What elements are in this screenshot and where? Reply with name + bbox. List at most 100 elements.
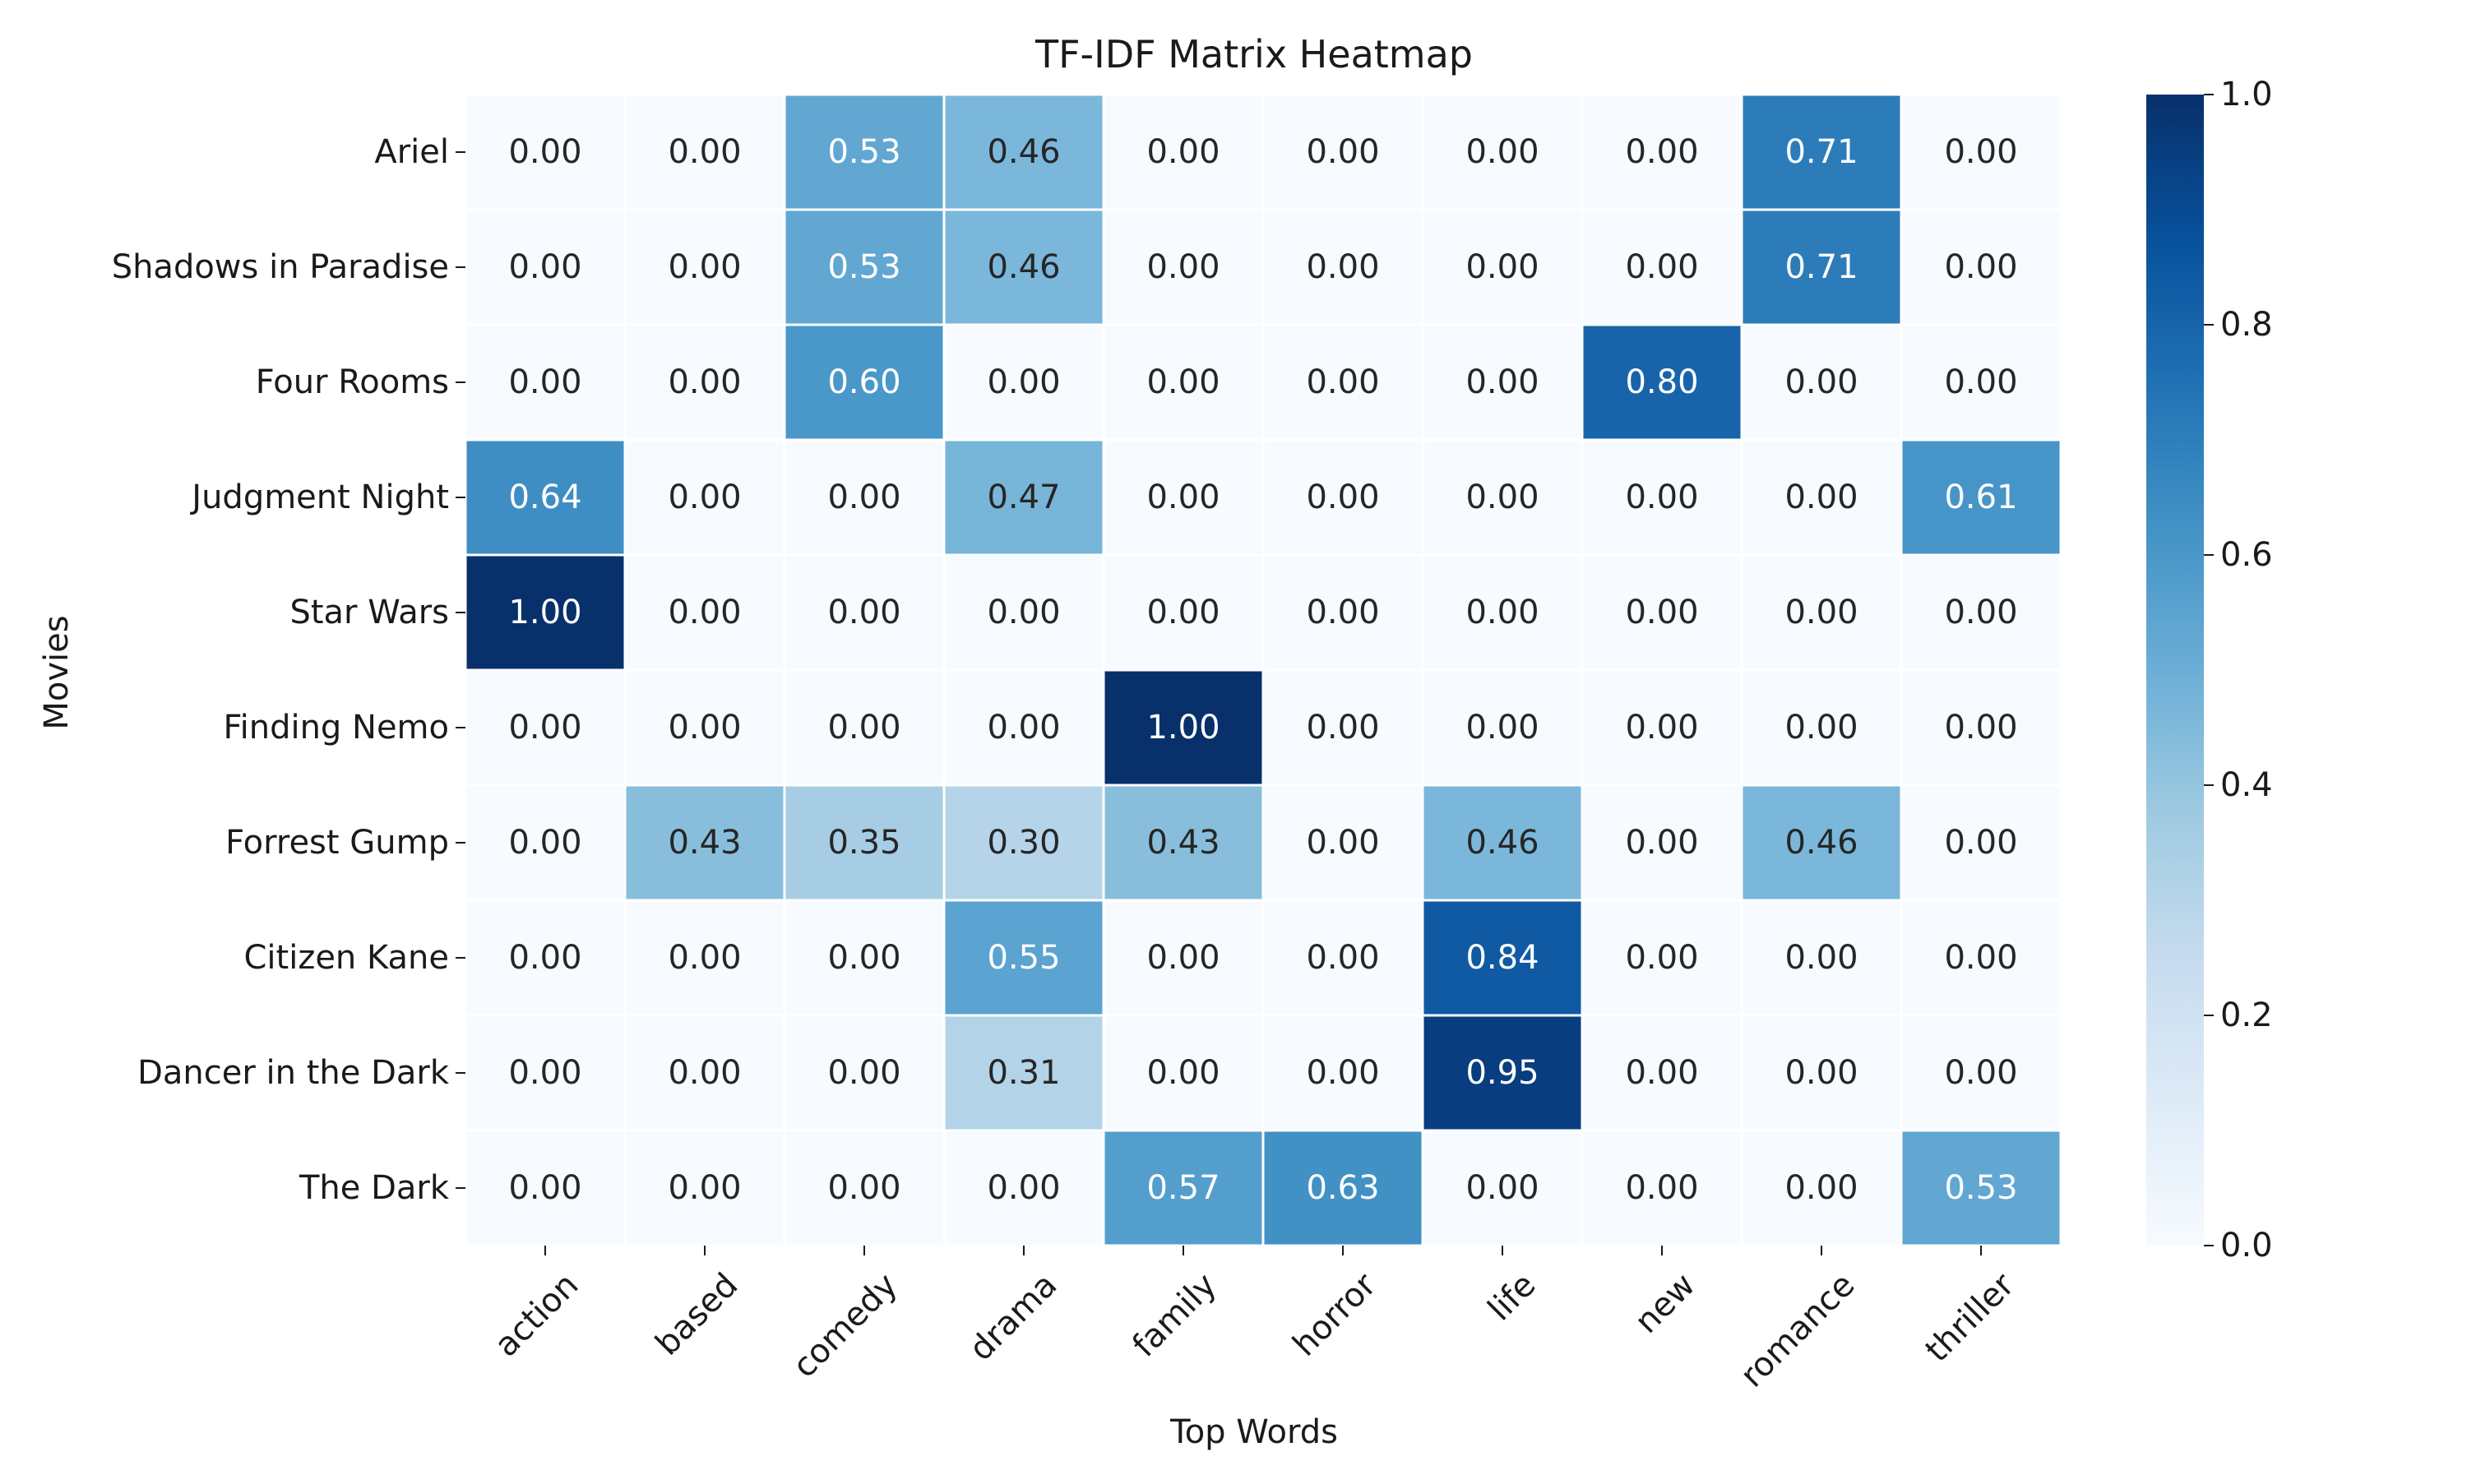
- heatmap-cell: [1581, 899, 1743, 1017]
- y-tick-label: Four Rooms: [256, 363, 449, 401]
- cell-value-label: 0.00: [1306, 1054, 1379, 1092]
- cell-value-label: 0.00: [1625, 1054, 1698, 1092]
- y-axis-label: Movies: [38, 615, 76, 729]
- cell-value-label: 0.00: [1465, 594, 1539, 631]
- y-tick-label: Shadows in Paradise: [112, 248, 449, 286]
- cell-value-label: 0.63: [1306, 1169, 1379, 1207]
- heatmap-cell: [464, 93, 627, 211]
- cell-value-label: 0.00: [508, 709, 581, 747]
- heatmap-cell: [623, 1014, 786, 1132]
- cell-value-label: 0.00: [668, 594, 741, 631]
- cell-value-label: 0.00: [508, 248, 581, 286]
- cell-value-label: 0.00: [827, 1169, 900, 1207]
- x-tick-label: new: [1627, 1266, 1702, 1341]
- cell-value-label: 0.00: [1784, 939, 1858, 977]
- heatmap-cell: [1421, 899, 1584, 1017]
- heatmap-cell: [1102, 1014, 1265, 1132]
- heatmap-cell: [1102, 553, 1265, 672]
- cell-value-label: 0.55: [987, 939, 1060, 977]
- heatmap-cell: [464, 784, 627, 902]
- cell-value-label: 0.00: [1146, 133, 1220, 171]
- heatmap-cell: [1581, 208, 1743, 326]
- heatmap-cell: [942, 208, 1105, 326]
- cell-value-label: 0.00: [827, 709, 900, 747]
- cell-value-label: 0.00: [1625, 248, 1698, 286]
- cell-value-label: 0.31: [987, 1054, 1060, 1092]
- heatmap-cell: [1421, 1014, 1584, 1132]
- cell-value-label: 0.00: [1784, 1054, 1858, 1092]
- cell-value-label: 0.00: [1465, 248, 1539, 286]
- cell-value-label: 0.53: [827, 133, 900, 171]
- heatmap-cell: [1900, 208, 2062, 326]
- cell-value-label: 0.00: [1625, 939, 1698, 977]
- cell-value-label: 0.00: [1944, 248, 2017, 286]
- cell-value-label: 1.00: [508, 594, 581, 631]
- heatmap-cell: [464, 668, 627, 787]
- cell-value-label: 0.60: [827, 363, 900, 401]
- heatmap-cell: [1740, 1014, 1903, 1132]
- colorbar-tick-label: 0.4: [2220, 766, 2273, 804]
- cell-value-label: 0.35: [827, 824, 900, 862]
- x-tick-label: romance: [1733, 1266, 1863, 1395]
- y-tick-label: Citizen Kane: [243, 939, 449, 977]
- cell-value-label: 0.00: [1146, 248, 1220, 286]
- heatmap-cell: [464, 1129, 627, 1247]
- cell-value-label: 0.00: [508, 1054, 581, 1092]
- x-axis: action based comedy drama family horror life ne…: [488, 1246, 2022, 1395]
- heatmap-cell: [1581, 1014, 1743, 1132]
- cell-value-label: 0.00: [1146, 478, 1220, 516]
- heatmap-cell: [1900, 1014, 2062, 1132]
- cell-value-label: 0.00: [1784, 594, 1858, 631]
- heatmap-cell: [1740, 438, 1903, 557]
- cell-value-label: 0.00: [668, 248, 741, 286]
- cell-value-label: 0.30: [987, 824, 1060, 862]
- cell-value-label: 0.00: [1625, 1169, 1698, 1207]
- cell-value-label: 0.00: [1625, 594, 1698, 631]
- cell-value-label: 0.00: [1784, 709, 1858, 747]
- x-tick-label: comedy: [785, 1266, 905, 1385]
- heatmap-cell: [1261, 438, 1424, 557]
- chart-title: TF-IDF Matrix Heatmap: [1034, 32, 1473, 76]
- cell-value-label: 0.47: [987, 478, 1060, 516]
- y-tick-label: Ariel: [374, 133, 449, 171]
- cell-value-label: 0.00: [1306, 248, 1379, 286]
- cell-value-label: 0.00: [1625, 478, 1698, 516]
- heatmap-cell: [783, 899, 946, 1017]
- cell-value-label: 0.53: [1944, 1169, 2017, 1207]
- heatmap-cell: [783, 1014, 946, 1132]
- y-tick-label: Star Wars: [289, 594, 449, 631]
- heatmap-cell: [1900, 553, 2062, 672]
- heatmap-cell: [623, 323, 786, 442]
- colorbar-gradient: [2146, 95, 2204, 1246]
- cell-value-label: 0.00: [508, 363, 581, 401]
- cell-value-label: 0.80: [1625, 363, 1698, 401]
- cell-value-label: 0.57: [1146, 1169, 1220, 1207]
- cell-value-label: 0.00: [987, 709, 1060, 747]
- heatmap-cell: [1261, 93, 1424, 211]
- heatmap-cell: [1900, 323, 2062, 442]
- heatmap-cell: [783, 323, 946, 442]
- cell-value-label: 0.95: [1465, 1054, 1539, 1092]
- colorbar-tick-label: 0.6: [2220, 536, 2273, 574]
- heatmap-cell: [623, 899, 786, 1017]
- cell-value-label: 0.61: [1944, 478, 2017, 516]
- heatmap-cell: [1102, 899, 1265, 1017]
- cell-value-label: 0.53: [827, 248, 900, 286]
- cell-value-label: 0.46: [987, 248, 1060, 286]
- cell-value-label: 0.46: [987, 133, 1060, 171]
- heatmap-cell: [942, 1014, 1105, 1132]
- heatmap-cell: [1261, 784, 1424, 902]
- cell-value-label: 0.43: [668, 824, 741, 862]
- cell-value-label: 0.00: [1944, 363, 2017, 401]
- x-tick-label: drama: [962, 1266, 1064, 1368]
- heatmap-cell: [1740, 208, 1903, 326]
- y-axis: Ariel Shadows in Paradise Four Rooms Judgme…: [112, 133, 465, 1207]
- heatmap-cells: [464, 93, 2062, 1247]
- cell-value-label: 0.00: [1944, 939, 2017, 977]
- cell-value-label: 0.00: [508, 824, 581, 862]
- heatmap-cell: [1581, 553, 1743, 672]
- colorbar-tick-label: 0.2: [2220, 996, 2273, 1034]
- heatmap-cell: [1740, 784, 1903, 902]
